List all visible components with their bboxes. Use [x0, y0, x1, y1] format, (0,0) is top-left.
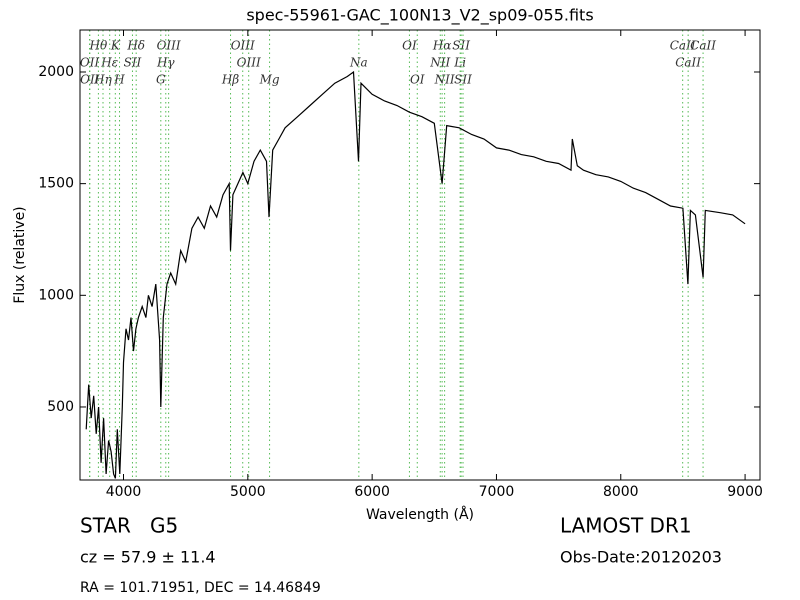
x-tick-label: 7000 — [479, 484, 515, 500]
spectral-line-label: H — [113, 73, 125, 87]
spectrum — [85, 70, 746, 479]
spectral-line-label: Hθ — [89, 39, 108, 53]
spectral-line-label: SII — [452, 39, 470, 53]
spectral-line-label: Mg — [259, 73, 280, 87]
x-tick-label: 6000 — [354, 484, 390, 500]
spectral-line-label: CaII — [675, 56, 701, 70]
spectral-line-label: Hε — [100, 56, 118, 70]
spectral-line-label: K — [110, 39, 121, 53]
spectral-line-label: OI — [410, 73, 425, 87]
spectral-line-label: Hα — [432, 39, 452, 53]
x-tick-label: 5000 — [230, 484, 266, 500]
y-tick-label: 1500 — [38, 176, 74, 192]
spectral-line-label: Hδ — [126, 39, 145, 53]
spectral-line-label: OIII — [237, 56, 261, 70]
spectral-line-label: NII — [434, 73, 455, 87]
spectral-line-label: OI — [402, 39, 417, 53]
spectral-line-label: Hη — [93, 73, 112, 87]
x-axis-label: Wavelength (Å) — [366, 506, 474, 523]
plot-frame — [79, 29, 761, 481]
spectral-line-label: OIII — [231, 39, 255, 53]
spectral-line-label: Hγ — [156, 56, 175, 70]
y-tick-label: 1000 — [38, 287, 74, 303]
obs-date: Obs-Date:20120203 — [560, 548, 722, 567]
spectral-line-label: SII — [124, 56, 142, 70]
x-tick-label: 8000 — [603, 484, 639, 500]
chart-title: spec-55961-GAC_100N13_V2_sp09-055.fits — [246, 6, 593, 26]
y-tick-label: 500 — [47, 399, 74, 415]
spectral-line-label: SII — [454, 73, 472, 87]
spectral-line-label: OIII — [157, 39, 181, 53]
spectral-line-label: OII — [80, 73, 100, 87]
spectral-line-label: Na — [349, 56, 368, 70]
spectral-line-label: G — [156, 73, 166, 87]
redshift: cz = 57.9 ± 11.4 — [80, 548, 216, 567]
spectral-line-label: Hβ — [221, 73, 239, 87]
object-class: STAR G5 — [80, 514, 178, 538]
spectral-line-label: CaII — [690, 39, 716, 53]
y-tick-label: 2000 — [38, 64, 74, 80]
x-tick-label: 4000 — [106, 484, 142, 500]
x-tick-label: 9000 — [727, 484, 763, 500]
survey: LAMOST DR1 — [560, 514, 692, 538]
coordinates: RA = 101.71951, DEC = 14.46849 — [80, 580, 321, 596]
spectral-line-label: CaII — [670, 39, 696, 53]
y-axis-label: Flux (relative) — [12, 206, 28, 303]
spectral-line-label: Li — [453, 56, 466, 70]
spectral-line-label: NII — [429, 56, 450, 70]
